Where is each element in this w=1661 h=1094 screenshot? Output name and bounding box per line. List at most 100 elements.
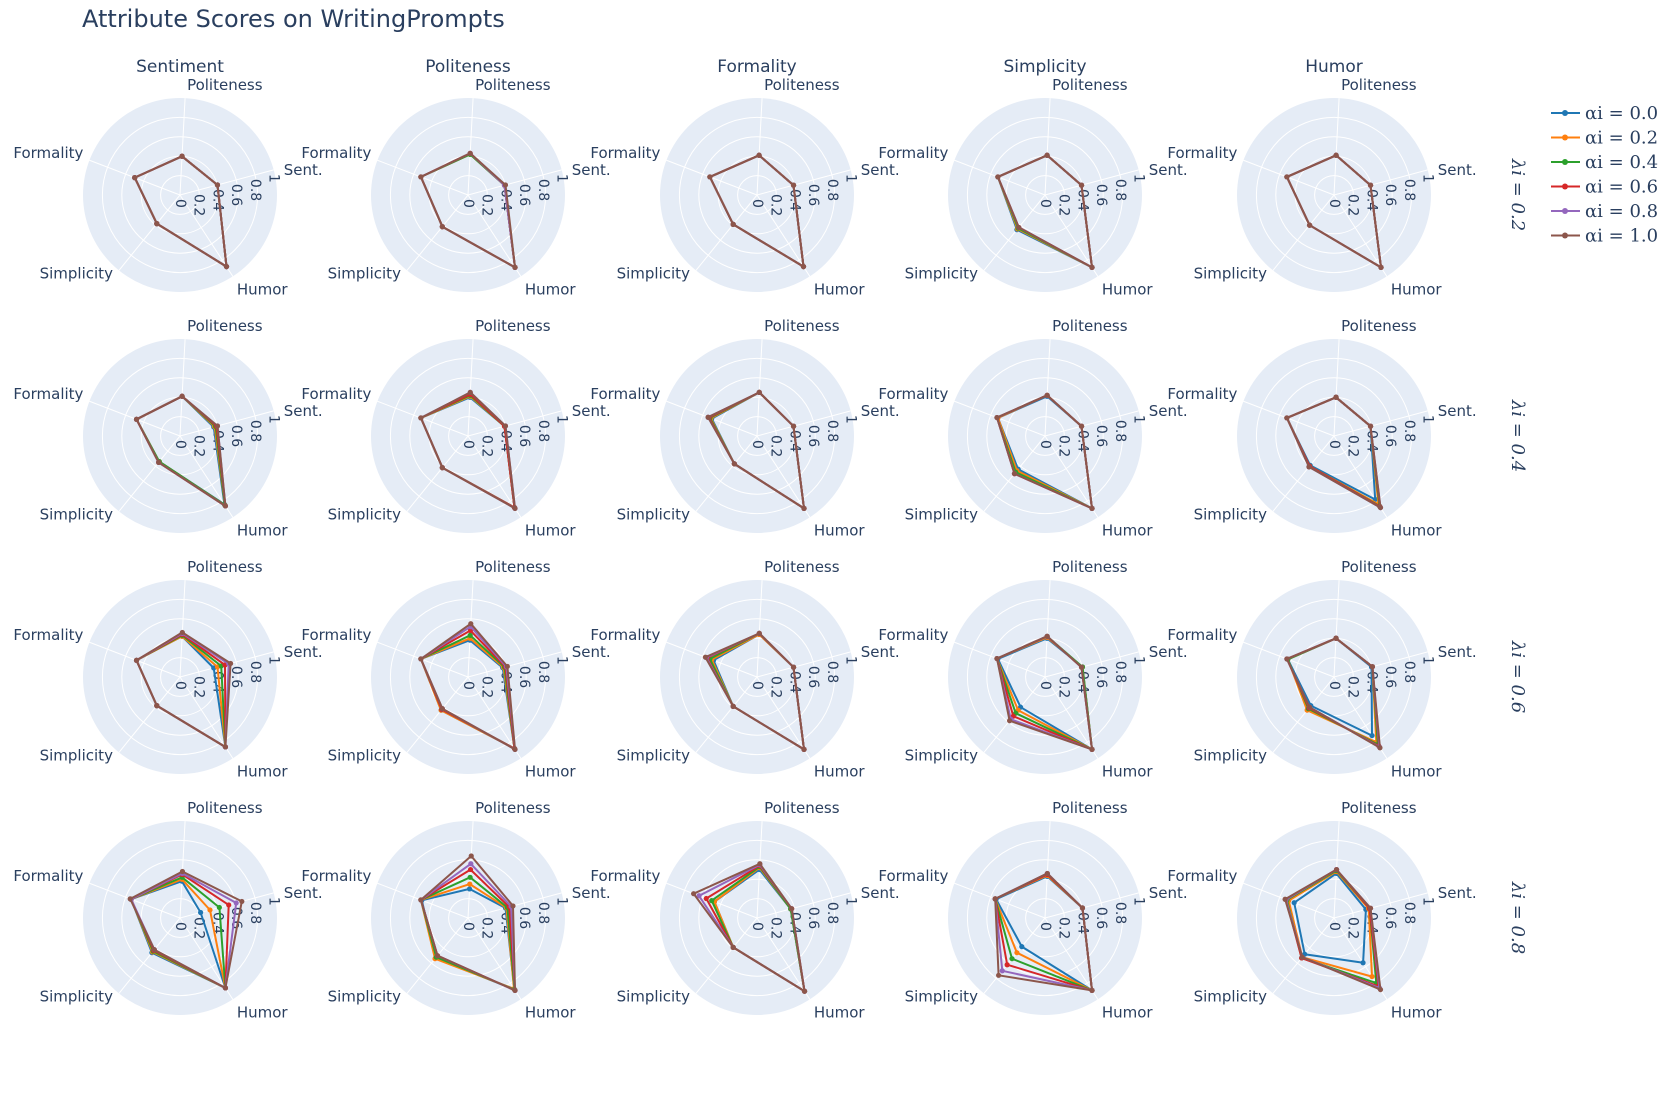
grid-spoke (118, 917, 181, 994)
series-marker-5 (730, 221, 736, 227)
legend-item[interactable]: αi = 0.6 (1551, 177, 1658, 198)
series-marker-5 (800, 263, 807, 270)
grid-circle (986, 618, 1104, 736)
radar-panel-2-0: 0 0.2 0.4 0.6 0.81 Sent.PolitenessFormalitySi… (13, 558, 322, 780)
series-marker-5 (1089, 987, 1095, 994)
radial-tick-label: 0.8 (247, 420, 263, 442)
series-marker-5 (702, 654, 708, 660)
series-marker-3 (1004, 962, 1010, 968)
series-marker-5 (439, 465, 445, 471)
grid-spoke (467, 410, 562, 437)
series-line-5 (996, 635, 1093, 751)
legend-label: αi = 0.8 (1585, 201, 1658, 222)
grid-circle (966, 116, 1124, 274)
legend-item[interactable]: αi = 0.0 (1551, 103, 1658, 124)
legend-item[interactable]: αi = 0.8 (1551, 201, 1658, 222)
series-marker-5 (512, 505, 518, 512)
series-marker-5 (179, 153, 185, 159)
legend-item[interactable]: αi = 0.2 (1551, 128, 1658, 149)
grid-spoke (467, 651, 562, 678)
radial-tick-label: 0 (749, 681, 765, 690)
grid-spoke (1272, 194, 1335, 271)
axis-label: Formality (1167, 385, 1237, 403)
radial-tick-label: 0.8 (1112, 420, 1128, 442)
grid-spoke (1272, 435, 1335, 512)
grid-circle (1255, 116, 1413, 274)
radial-tick-label: 0.6 (516, 425, 532, 447)
radar-panels: 0 0.2 0.4 0.6 0.81 Sent.PolitenessFormalitySi… (13, 76, 1476, 1021)
axis-label: Simplicity (905, 264, 978, 282)
grid-spoke (179, 98, 186, 196)
radial-tick-label: 0.2 (479, 194, 495, 216)
series-line-5 (996, 394, 1093, 510)
grid-spoke (1333, 410, 1428, 437)
radial-tick-label: 0.8 (1401, 179, 1417, 201)
series-marker-5 (1284, 656, 1290, 662)
series-marker-5 (1044, 633, 1050, 639)
grid-spoke (467, 194, 522, 277)
radar-panel-3-4: 0 0.2 0.4 0.6 0.81 Sent.PolitenessFormalitySi… (1167, 799, 1476, 1021)
series-marker-5 (222, 503, 229, 509)
axis-label: Simplicity (40, 505, 113, 523)
axis-label: Humor (525, 521, 577, 539)
axis-label: Formality (590, 385, 660, 403)
axis-label: Politeness (764, 76, 840, 94)
axis-label: Formality (301, 144, 371, 162)
radial-tick-label: 1 (1420, 174, 1436, 183)
radial-tick-label: 1 (1131, 174, 1147, 183)
series-marker-5 (789, 906, 795, 912)
series-marker-5 (418, 656, 424, 662)
axis-label: Formality (301, 867, 371, 885)
radar-panel-2-2: 0 0.2 0.4 0.6 0.81 Sent.PolitenessFormalitySi… (590, 558, 899, 780)
grid-circle (737, 898, 777, 938)
legend[interactable]: αi = 0.0 αi = 0.2 αi = 0.4 αi = 0.6 αi = 0.8… (1551, 103, 1658, 247)
series-marker-1 (1014, 950, 1020, 956)
grid-circle (698, 859, 816, 977)
radial-tick-label: 0.6 (1382, 666, 1398, 688)
series-marker-5 (1377, 504, 1384, 511)
radial-tick-label: 0.6 (1093, 907, 1109, 929)
grid-spoke (756, 676, 811, 759)
axis-label: Formality (13, 385, 83, 403)
legend-label: αi = 1.0 (1585, 226, 1658, 247)
legend-swatch-marker (1562, 110, 1568, 116)
series-marker-5 (512, 264, 518, 271)
axis-label: Sent. (861, 402, 900, 420)
radial-tick-label: 0.8 (1401, 661, 1417, 683)
radial-tick-label: 1 (266, 897, 282, 906)
axis-label: Formality (878, 385, 948, 403)
grid-spoke (1333, 339, 1340, 437)
legend-item[interactable]: αi = 0.4 (1551, 152, 1658, 173)
grid-circle (409, 136, 527, 254)
grid-circle (389, 598, 547, 756)
radial-tick-label: 0.2 (768, 194, 784, 216)
series-marker-4 (999, 968, 1005, 974)
axis-label: Humor (237, 762, 289, 780)
axis-label: Humor (1102, 762, 1154, 780)
axis-label: Sent. (1438, 161, 1477, 179)
series-marker-5 (691, 891, 697, 897)
grid-spoke (118, 194, 181, 271)
series-marker-5 (790, 423, 797, 429)
grid-circle (448, 898, 488, 938)
radial-tick-label: 0 (1326, 681, 1342, 690)
axis-label: Simplicity (617, 746, 690, 764)
series-marker-5 (1044, 152, 1050, 158)
series-line-5 (996, 154, 1093, 269)
series-marker-3 (703, 895, 709, 902)
legend-item[interactable]: αi = 1.0 (1551, 226, 1658, 247)
radial-tick-label: 0 (172, 922, 188, 931)
radial-tick-label: 0.6 (1382, 184, 1398, 206)
radar-panel-3-3: 0 0.2 0.4 0.6 0.81 Sent. Politeness Formality Si… (878, 799, 1187, 1021)
series-marker-5 (756, 630, 762, 637)
radial-tick-label: 1 (266, 415, 282, 424)
radial-tick-label: 0.8 (824, 661, 840, 683)
axis-label: Humor (1391, 762, 1443, 780)
series-marker-5 (1333, 152, 1339, 158)
series-marker-5 (1078, 423, 1085, 429)
axis-label: Sent. (1438, 884, 1477, 902)
grid-spoke (467, 917, 522, 1000)
radial-tick-label: 1 (843, 656, 859, 665)
axis-label: Formality (878, 867, 948, 885)
series-marker-5 (502, 423, 509, 429)
